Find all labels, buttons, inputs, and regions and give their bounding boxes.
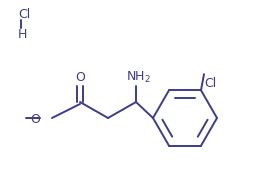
Text: Cl: Cl: [18, 7, 30, 21]
Text: H: H: [18, 27, 27, 41]
Text: O: O: [30, 113, 40, 125]
Text: O: O: [75, 71, 85, 83]
Text: NH$_2$: NH$_2$: [126, 69, 151, 84]
Text: Cl: Cl: [204, 77, 216, 90]
